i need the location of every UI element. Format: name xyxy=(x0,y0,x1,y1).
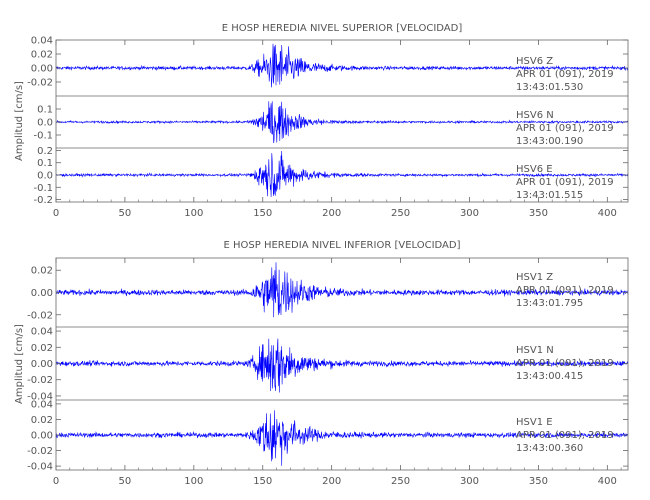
x-tick-label: 150 xyxy=(253,476,272,487)
trace-annotation-line: APR 01 (091), 2019 xyxy=(516,177,614,188)
trace-annotation-line: 13:43:01.515 xyxy=(516,190,583,201)
trace-annotation-line: 13:43:00.415 xyxy=(516,371,583,382)
waveform-trace xyxy=(55,338,628,393)
trace-annotation-line: HSV1 Z xyxy=(516,272,553,283)
waveform-trace xyxy=(55,150,629,197)
y-tick-label: 0.0 xyxy=(37,171,53,182)
x-tick-label: 200 xyxy=(322,476,341,487)
trace-annotation-line: APR 01 (091), 2019 xyxy=(516,285,614,296)
trace-annotation-line: 13:43:01.530 xyxy=(516,82,583,93)
x-tick-label: 0 xyxy=(53,476,59,487)
waveform-trace xyxy=(55,101,629,144)
x-tick-label: 350 xyxy=(529,208,548,219)
y-tick-label: 0.04 xyxy=(31,36,53,47)
waveform-trace xyxy=(55,262,629,318)
waveform-trace xyxy=(55,43,629,88)
y-tick-label: 0.00 xyxy=(31,288,53,299)
y-tick-label: 0.02 xyxy=(31,415,53,426)
y-tick-label: 0.00 xyxy=(31,64,53,75)
x-tick-label: 0 xyxy=(53,208,59,219)
y-tick-label: 0.04 xyxy=(31,399,53,410)
x-tick-label: 150 xyxy=(253,208,272,219)
trace-annotation-line: HSV6 N xyxy=(516,110,554,121)
trace-annotation-line: HSV6 E xyxy=(516,164,553,175)
y-tick-label: -0.02 xyxy=(27,310,53,321)
y-tick-label: 0.00 xyxy=(31,359,53,370)
trace-panel-n: 0.04 0.02 0.00 -0.02 -0.04 HSV1 N APR 01 (091)… xyxy=(27,327,628,402)
y-tick-label: -0.1 xyxy=(33,131,53,142)
trace-annotation-line: HSV1 E xyxy=(516,417,553,428)
y-tick-label: -0.04 xyxy=(27,462,53,473)
trace-annotation-line: HSV1 N xyxy=(516,345,554,356)
y-tick-label: -0.04 xyxy=(27,391,53,402)
trace-annotation-line: 13:43:00.190 xyxy=(516,136,583,147)
x-tick-label: 300 xyxy=(460,208,479,219)
y-tick-label: -0.02 xyxy=(27,375,53,386)
trace-annotation-line: HSV6 Z xyxy=(516,56,553,67)
x-tick-label: 400 xyxy=(598,476,617,487)
chart-title: E HOSP HEREDIA NIVEL SUPERIOR [VELOCIDAD… xyxy=(222,23,463,34)
y-tick-label: 0.2 xyxy=(37,146,53,157)
trace-panel-z: 0.02 0.00 -0.02 HSV1 Z APR 01 (091), 2019 13:… xyxy=(27,262,629,321)
trace-annotation-line: 13:43:01.795 xyxy=(516,298,583,309)
y-tick-label: 0.00 xyxy=(31,431,53,442)
chart-title: E HOSP HEREDIA NIVEL INFERIOR [VELOCIDAD… xyxy=(224,240,461,251)
trace-panel-n: 0.1 0.0 -0.1 HSV6 N APR 01 (091), 2019 13:43:… xyxy=(33,95,629,147)
x-tick-label: 100 xyxy=(184,476,203,487)
chart-2: E HOSP HEREDIA NIVEL INFERIOR [VELOCIDAD… xyxy=(14,240,629,487)
y-axis-label: Amplitud [cm/s] xyxy=(14,324,25,404)
x-tick-label: 300 xyxy=(460,476,479,487)
x-tick-label: 400 xyxy=(598,208,617,219)
y-tick-label: 0.1 xyxy=(37,158,53,169)
y-tick-label: 0.02 xyxy=(31,266,53,277)
x-tick-label: 100 xyxy=(184,208,203,219)
y-tick-label: -0.02 xyxy=(27,78,53,89)
y-axis-label: Amplitud [cm/s] xyxy=(14,81,25,161)
y-tick-label: 0.04 xyxy=(31,327,53,338)
y-tick-label: 0.02 xyxy=(31,50,53,61)
chart-1: E HOSP HEREDIA NIVEL SUPERIOR [VELOCIDAD… xyxy=(14,23,629,219)
y-tick-label: 0.02 xyxy=(31,343,53,354)
x-tick-label: 200 xyxy=(322,208,341,219)
x-tick-label: 250 xyxy=(391,208,410,219)
x-tick-label: 350 xyxy=(529,476,548,487)
trace-annotation-line: APR 01 (091), 2019 xyxy=(516,358,614,369)
trace-annotation-line: APR 01 (091), 2019 xyxy=(516,69,614,80)
trace-annotation-line: APR 01 (091), 2019 xyxy=(516,123,614,134)
plot-frame xyxy=(55,257,629,471)
trace-panel-e: 0.20.1 0.0-0.1-0.2 HSV6 E APR 01 (091), 201… xyxy=(33,146,629,206)
x-tick-label: 50 xyxy=(119,476,132,487)
trace-annotation-line: APR 01 (091), 2019 xyxy=(516,430,614,441)
y-tick-label: 0.1 xyxy=(37,105,53,116)
plot-frame xyxy=(55,39,629,203)
waveform-trace xyxy=(55,410,629,466)
y-tick-label: -0.2 xyxy=(33,195,53,206)
y-tick-label: -0.1 xyxy=(33,183,53,194)
x-tick-label: 250 xyxy=(391,476,410,487)
y-tick-label: 0.0 xyxy=(37,118,53,129)
trace-panel-z: 0.04 0.02 0.00 -0.02 HSV6 Z APR 01 (091), 201… xyxy=(27,36,629,93)
trace-panel-e: 0.04 0.02 0.00 -0.02 -0.04 HSV1 E APR 01 (091)… xyxy=(27,399,629,473)
trace-annotation-line: 13:43:00.360 xyxy=(516,443,583,454)
x-tick-label: 50 xyxy=(119,208,132,219)
y-tick-label: -0.02 xyxy=(27,446,53,457)
